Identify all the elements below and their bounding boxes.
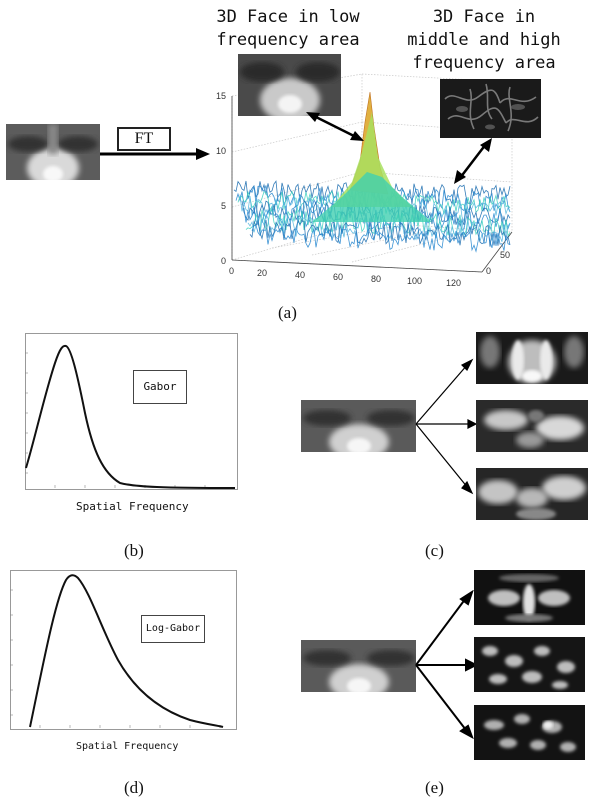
caption-b: (b) — [124, 541, 144, 560]
log-gabor-label-box: Log-Gabor — [141, 615, 205, 643]
high-freq-text-line2: middle and high — [407, 30, 561, 50]
log-gabor-filtered-face-1 — [474, 570, 585, 625]
z-tick: 5 — [221, 201, 227, 211]
gabor-xlabel: Spatial Frequency — [76, 500, 189, 513]
high-freq-double-arrow — [454, 138, 492, 184]
log-gabor-xlabel: Spatial Frequency — [76, 741, 179, 752]
z-tick: 15 — [216, 91, 227, 101]
low-freq-text-line1: 3D Face in low — [216, 7, 360, 27]
high-freq-text: 3D Face in middle and high frequency are… — [384, 6, 584, 75]
caption-a: (a) — [278, 303, 297, 322]
caption-c: (c) — [425, 541, 444, 560]
ft-label: FT — [134, 130, 154, 147]
gabor-curve — [25, 344, 236, 489]
y-tick: 0 — [486, 266, 492, 276]
log-gabor-label: Log-Gabor — [145, 623, 201, 634]
y-tick: 50 — [500, 250, 511, 260]
x-tick: 40 — [295, 270, 306, 280]
log-gabor-filtered-face-2 — [474, 637, 585, 692]
ft-arrow — [100, 148, 210, 160]
low-freq-double-arrow — [306, 112, 364, 141]
fft-surface-plot — [231, 73, 513, 273]
x-tick: 60 — [333, 272, 344, 282]
low-freq-text-line2: frequency area — [216, 30, 360, 50]
z-tick: 10 — [216, 146, 227, 156]
e-branch-arrows — [415, 590, 478, 740]
c-branch-arrows — [415, 358, 478, 495]
x-tick: 20 — [257, 268, 268, 278]
gabor-filtered-face-1 — [476, 332, 588, 384]
high-freq-face-image — [440, 79, 541, 138]
gabor-filtered-face-2 — [476, 400, 588, 452]
surface-noise-line — [251, 224, 511, 253]
low-freq-face-image — [238, 54, 341, 116]
surface-noise-line — [249, 219, 511, 247]
gabor-label: Gabor — [143, 380, 177, 393]
surface-noise-line — [245, 209, 511, 238]
high-freq-text-line1: 3D Face in — [432, 7, 536, 27]
x-tick: 120 — [446, 278, 462, 288]
caption-d: (d) — [124, 778, 144, 797]
log-gabor-plot-frame — [10, 570, 237, 730]
ft-label-box: FT — [117, 127, 171, 151]
caption-e: (e) — [425, 778, 444, 797]
face-image-c-input — [301, 400, 416, 452]
face-image-e-input — [301, 640, 416, 692]
gabor-plot-frame — [25, 333, 238, 490]
low-freq-text: 3D Face in low frequency area — [200, 6, 376, 52]
face-image-input — [6, 124, 100, 180]
gabor-label-box: Gabor — [133, 370, 187, 404]
z-tick: 0 — [221, 256, 227, 266]
high-freq-text-line3: frequency area — [412, 53, 556, 73]
x-tick: 80 — [371, 274, 382, 284]
x-tick: 100 — [407, 276, 423, 286]
log-gabor-filtered-face-3 — [474, 705, 585, 760]
x-tick: 0 — [229, 266, 235, 276]
gabor-filtered-face-3 — [476, 468, 588, 520]
log-gabor-curve — [10, 574, 224, 728]
